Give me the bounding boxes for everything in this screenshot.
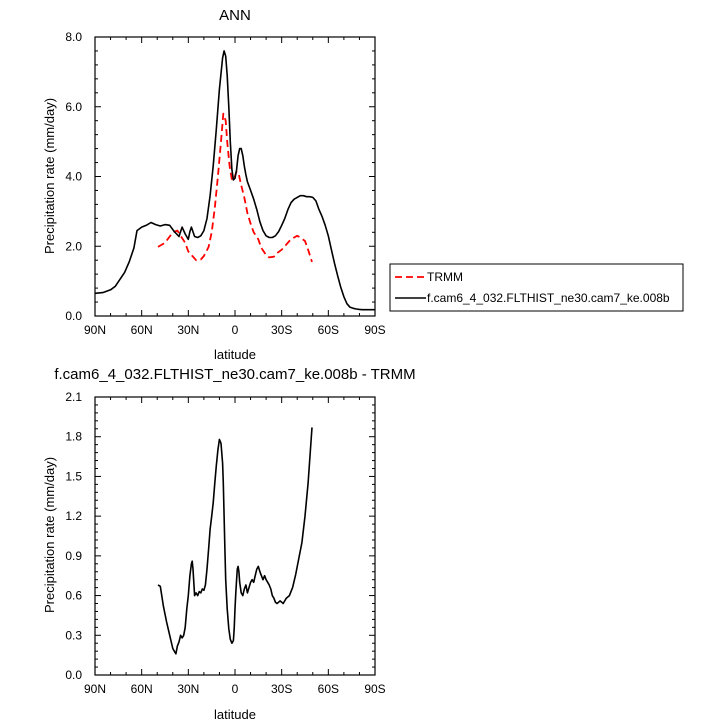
x-axis-label: latitude — [214, 347, 256, 362]
series-line-trmm — [157, 112, 313, 263]
y-tick-label: 0.6 — [65, 589, 82, 603]
series-line-f-cam6-4-032-flthist-ne30-cam7-ke-008b — [94, 50, 375, 311]
x-tick-label: 30S — [271, 323, 292, 337]
y-axis-label: Precipitation rate (mm/day) — [42, 98, 57, 254]
x-tick-label: 60N — [131, 323, 153, 337]
plot-area: 90N 60N 30N 0 30S 60S 90S 0.0 0.3 0.6 0.9 1.2 1.5 1.8… — [65, 390, 385, 696]
x-tick-label: 60S — [318, 323, 339, 337]
legend: TRMM f.cam6_4_032.FLTHIST_ne30.cam7_ke.0… — [389, 263, 684, 312]
x-tick-label: 90N — [84, 323, 106, 337]
x-tick-label: 30N — [177, 682, 199, 696]
y-tick-label: 8.0 — [65, 30, 82, 44]
y-tick-label: 0.9 — [65, 549, 82, 563]
y-tick-label: 0.0 — [65, 668, 82, 682]
y-tick-label: 1.8 — [65, 430, 82, 444]
y-tick-label: 0.3 — [65, 628, 82, 642]
legend-box — [389, 263, 684, 312]
y-tick-label: 0.0 — [65, 309, 82, 323]
plot-area: 90N 60N 30N 0 30S 60S 90S 0.0 2.0 4.0 6.0 8.0 — [65, 30, 385, 337]
x-tick-label: 90S — [364, 323, 385, 337]
y-tick-label: 1.5 — [65, 469, 82, 483]
x-tick-label: 30S — [271, 682, 292, 696]
x-tick-label: 30N — [177, 323, 199, 337]
x-tick-label: 60S — [318, 682, 339, 696]
y-tick-label: 2.0 — [65, 239, 82, 253]
y-axis-label: Precipitation rate (mm/day) — [42, 457, 57, 613]
plot-frame — [94, 396, 376, 676]
x-tick-label: 90N — [84, 682, 106, 696]
y-tick-label: 2.1 — [65, 390, 82, 404]
series-line-difference — [157, 427, 313, 655]
chart-panel-annual: ANN 90N 60N 30N 0 30S 60S 90S 0.0 2.0 4.0 6.0 8.0 l… — [42, 7, 684, 362]
legend-label-trmm: TRMM — [427, 270, 463, 284]
x-tick-label: 0 — [232, 323, 239, 337]
legend-label-model: f.cam6_4_032.FLTHIST_ne30.cam7_ke.008b — [427, 291, 670, 305]
x-axis-label: latitude — [214, 707, 256, 722]
x-tick-label: 0 — [232, 682, 239, 696]
y-tick-label: 6.0 — [65, 100, 82, 114]
chart-title: ANN — [219, 7, 251, 24]
y-tick-label: 4.0 — [65, 170, 82, 184]
chart-title: f.cam6_4_032.FLTHIST_ne30.cam7_ke.008b -… — [54, 366, 415, 383]
x-tick-label: 60N — [131, 682, 153, 696]
chart-panel-difference: f.cam6_4_032.FLTHIST_ne30.cam7_ke.008b -… — [42, 366, 416, 722]
x-tick-label: 90S — [364, 682, 385, 696]
y-tick-label: 1.2 — [65, 509, 82, 523]
